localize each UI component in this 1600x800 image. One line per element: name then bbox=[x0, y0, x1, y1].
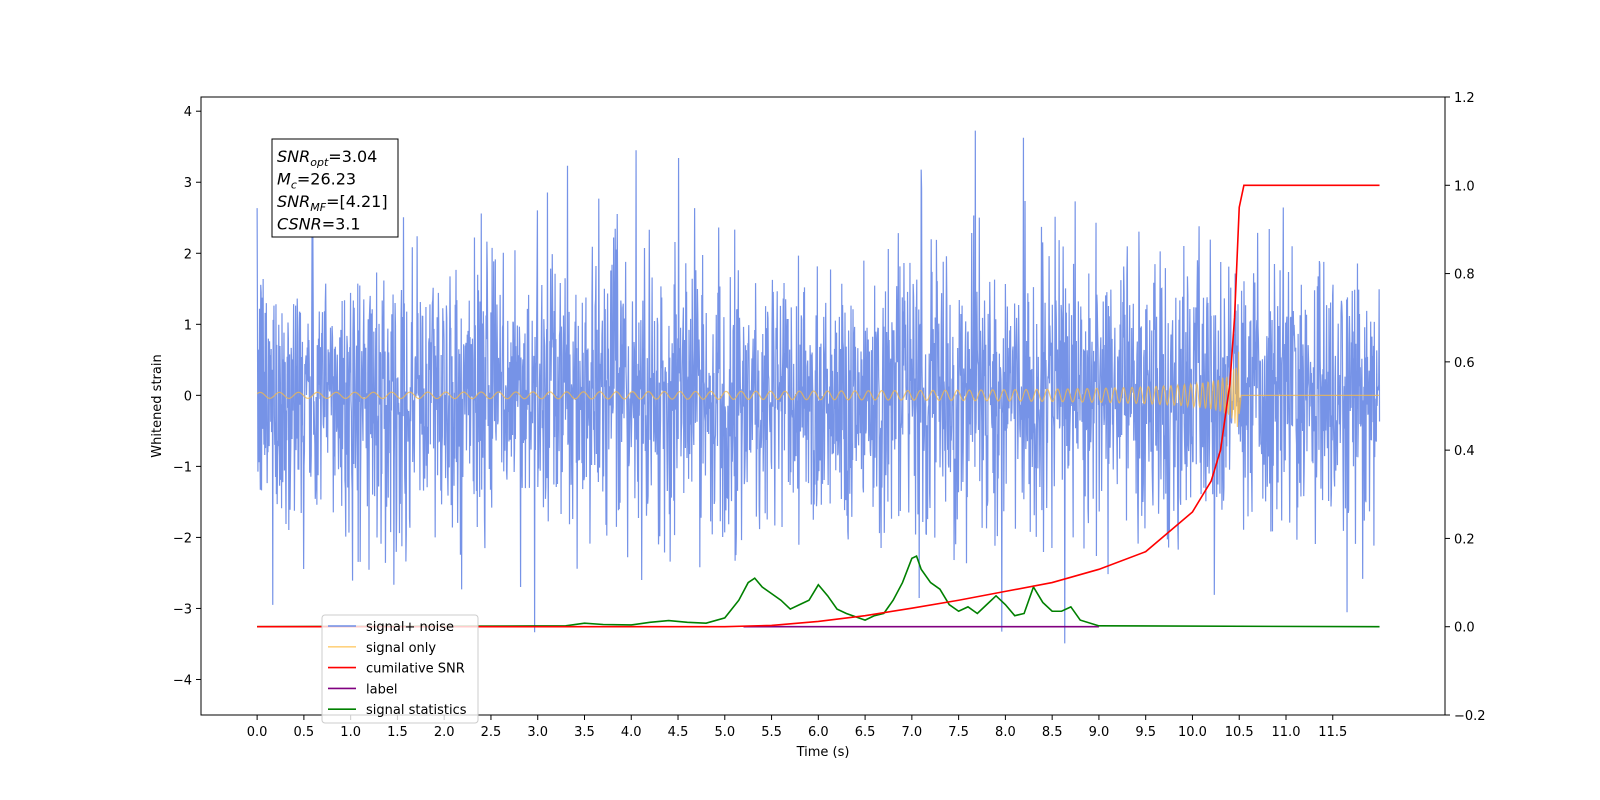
y-left-tick-label: −2 bbox=[173, 531, 192, 546]
y-left-tick-label: −1 bbox=[173, 460, 192, 475]
x-tick-label: 4.0 bbox=[621, 725, 642, 740]
y-left-tick-label: −4 bbox=[173, 673, 192, 688]
annotation-line: CSNR=3.1 bbox=[277, 215, 361, 234]
annotation-line: SNRMF=[4.21] bbox=[277, 192, 388, 214]
x-tick-label: 11.5 bbox=[1318, 725, 1347, 740]
x-tick-label: 7.5 bbox=[948, 725, 969, 740]
y-right-tick-label: 0.6 bbox=[1454, 356, 1475, 371]
annotation-line: SNRopt=3.04 bbox=[277, 147, 377, 169]
y-left-tick-label: 1 bbox=[184, 318, 192, 333]
legend-label: signal statistics bbox=[366, 703, 467, 718]
series-layer bbox=[256, 130, 1381, 644]
legend-label: cumilative SNR bbox=[366, 662, 465, 677]
y-axis-left: 4 3 2 1 0 −1 −2 −3 −4 bbox=[173, 105, 201, 688]
y-left-tick-label: −3 bbox=[173, 602, 192, 617]
x-tick-label: 1.5 bbox=[387, 725, 408, 740]
x-tick-label: 5.0 bbox=[714, 725, 735, 740]
y-right-tick-label: 1.2 bbox=[1454, 91, 1475, 106]
y-axis-left-label: Whitened strain bbox=[150, 354, 165, 457]
x-tick-label: 4.5 bbox=[668, 725, 689, 740]
y-left-tick-label: 4 bbox=[184, 105, 192, 120]
series-signal-noise-line bbox=[256, 130, 1381, 644]
legend-label: signal+ noise bbox=[366, 620, 454, 635]
x-tick-label: 10.5 bbox=[1225, 725, 1254, 740]
y-left-tick-label: 3 bbox=[184, 176, 192, 191]
x-tick-label: 0.0 bbox=[247, 725, 268, 740]
x-tick-label: 11.0 bbox=[1272, 725, 1301, 740]
x-tick-label: 7.0 bbox=[902, 725, 923, 740]
y-right-tick-label: −0.2 bbox=[1454, 709, 1486, 724]
y-right-tick-label: 0.2 bbox=[1454, 532, 1475, 547]
x-tick-label: 2.0 bbox=[434, 725, 455, 740]
x-tick-label: 0.5 bbox=[294, 725, 315, 740]
series-cumulative-snr-line bbox=[257, 184, 1380, 628]
series-signal-only-line bbox=[256, 351, 1380, 427]
annotation-frame bbox=[271, 138, 399, 238]
legend: signal+ noise signal only cumilative SNR la… bbox=[321, 614, 479, 724]
legend-frame bbox=[321, 614, 479, 724]
x-tick-label: 3.0 bbox=[527, 725, 548, 740]
series-signal-statistics-line bbox=[257, 554, 1380, 628]
x-tick-label: 8.5 bbox=[1042, 725, 1063, 740]
x-tick-label: 8.0 bbox=[995, 725, 1016, 740]
annotation-line: Mc=26.23 bbox=[277, 170, 356, 192]
x-tick-label: 6.5 bbox=[855, 725, 876, 740]
legend-label: signal only bbox=[366, 641, 436, 656]
x-tick-label: 3.5 bbox=[574, 725, 595, 740]
plot-frame bbox=[200, 96, 1446, 716]
x-tick-label: 5.5 bbox=[761, 725, 782, 740]
y-axis-right: 1.2 1.0 0.8 0.6 0.4 0.2 0.0 −0.2 bbox=[1445, 91, 1486, 724]
y-left-tick-label: 2 bbox=[184, 247, 192, 262]
x-tick-label: 10.0 bbox=[1178, 725, 1207, 740]
y-left-tick-label: 0 bbox=[184, 389, 192, 404]
x-tick-label: 9.5 bbox=[1135, 725, 1156, 740]
y-right-tick-label: 1.0 bbox=[1454, 179, 1475, 194]
x-tick-label: 6.0 bbox=[808, 725, 829, 740]
x-axis-label: Time (s) bbox=[796, 745, 850, 760]
x-tick-label: 1.0 bbox=[340, 725, 361, 740]
y-right-tick-label: 0.4 bbox=[1454, 444, 1475, 459]
x-axis: 0.0 0.5 1.0 1.5 2.0 2.5 3.0 3.5 4.0 4.5 5.0 5.5 6.0 6… bbox=[247, 715, 1347, 740]
y-right-tick-label: 0.8 bbox=[1454, 268, 1475, 283]
x-tick-label: 2.5 bbox=[481, 725, 502, 740]
legend-label: label bbox=[366, 682, 397, 697]
x-tick-label: 9.0 bbox=[1089, 725, 1110, 740]
y-right-tick-label: 0.0 bbox=[1454, 621, 1475, 636]
